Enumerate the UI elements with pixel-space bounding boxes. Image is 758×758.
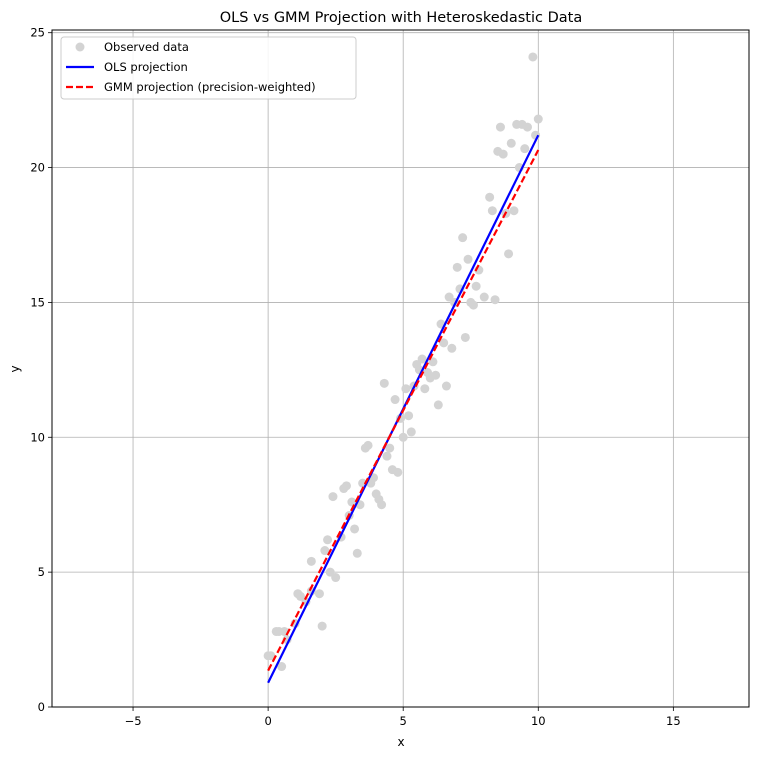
data-point (458, 233, 468, 243)
legend-marker-observed (75, 42, 85, 52)
axis-ticks: −5 0 5 10 15 0 5 10 15 20 25 (30, 26, 680, 728)
data-point (479, 292, 489, 302)
data-point (520, 144, 530, 154)
data-point (447, 343, 457, 353)
legend: Observed data OLS projection GMM projectio… (60, 36, 357, 100)
data-point (498, 149, 508, 159)
data-point (487, 206, 497, 216)
data-point (323, 535, 333, 545)
x-axis-label: x (397, 735, 404, 749)
data-point (490, 295, 500, 305)
data-point (417, 354, 427, 364)
y-tick-label: 10 (30, 430, 45, 444)
data-point (393, 467, 403, 477)
data-point (509, 206, 519, 216)
data-point (277, 662, 287, 672)
x-tick-label: −5 (125, 714, 142, 728)
x-tick-label: 0 (264, 714, 271, 728)
data-point (506, 138, 516, 148)
data-point (379, 378, 389, 388)
data-point (433, 400, 443, 410)
legend-label: GMM projection (precision-weighted) (104, 80, 316, 94)
data-point (495, 122, 505, 132)
chart-title: OLS vs GMM Projection with Heteroskedast… (220, 10, 582, 26)
data-point (441, 381, 451, 391)
data-point (328, 492, 338, 502)
data-point (439, 338, 449, 348)
x-tick-label: 10 (531, 714, 546, 728)
legend-box (60, 36, 357, 100)
data-point (431, 370, 441, 380)
data-point (377, 500, 387, 510)
data-point (350, 524, 360, 534)
y-axis-label: y (8, 365, 22, 372)
gmm-line (267, 149, 540, 672)
plot-series (263, 52, 543, 684)
x-tick-label: 15 (666, 714, 681, 728)
x-tick-label: 5 (400, 714, 407, 728)
data-point (314, 589, 324, 599)
data-point (320, 546, 330, 556)
data-point (317, 621, 327, 631)
grid-lines (52, 30, 749, 708)
y-tick-label: 5 (38, 565, 45, 579)
data-point (404, 411, 414, 421)
data-point (398, 432, 408, 442)
data-point (522, 122, 532, 132)
data-point (341, 481, 351, 491)
y-tick-label: 0 (38, 700, 45, 714)
data-point (331, 573, 341, 583)
data-point (390, 395, 400, 405)
data-point (401, 384, 411, 394)
data-point (460, 332, 470, 342)
y-tick-label: 25 (30, 26, 45, 40)
data-point (463, 254, 473, 264)
data-point (468, 300, 478, 310)
y-tick-label: 15 (30, 295, 45, 309)
data-point (528, 52, 538, 62)
data-point (533, 114, 543, 124)
plot-frame (51, 29, 750, 708)
legend-label: Observed data (104, 40, 189, 54)
data-point (485, 192, 495, 202)
data-point (406, 427, 416, 437)
data-point (504, 249, 514, 259)
data-point (352, 548, 362, 558)
data-point (420, 384, 430, 394)
data-point (471, 281, 481, 291)
y-tick-label: 20 (30, 161, 45, 175)
data-point (363, 440, 373, 450)
data-point (347, 497, 357, 507)
data-point (382, 451, 392, 461)
legend-label: OLS projection (104, 60, 188, 74)
data-point (452, 262, 462, 272)
data-point (306, 556, 316, 566)
data-point (385, 443, 395, 453)
data-point (266, 651, 276, 661)
